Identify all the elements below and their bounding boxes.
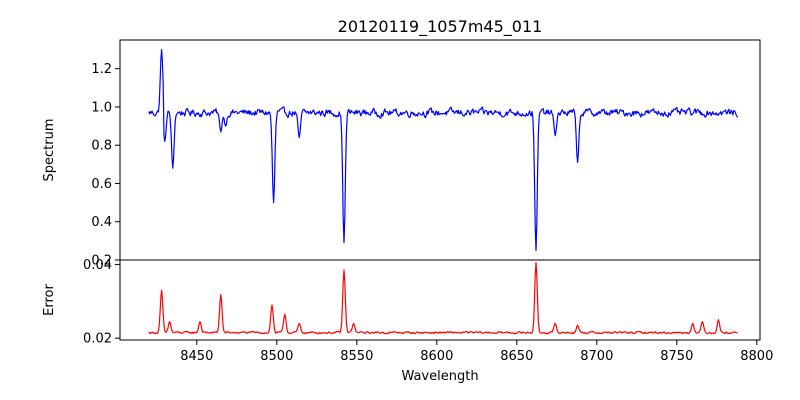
y-tick-label: 0.4 <box>91 215 112 230</box>
y-tick-label: 1.0 <box>91 100 112 115</box>
x-tick-label: 8450 <box>180 349 213 364</box>
x-tick-label: 8650 <box>500 349 533 364</box>
error-panel: 0.02 0.04 8450 8500 8550 8600 8650 8700 8750 880… <box>42 258 773 384</box>
x-tick-label: 8750 <box>660 349 693 364</box>
chart-title: 20120119_1057m45_011 <box>338 17 543 37</box>
y-tick-label: 0.02 <box>83 332 112 347</box>
error-series-line <box>148 261 738 335</box>
error-y-label: Error <box>42 284 57 316</box>
x-tick-label: 8550 <box>340 349 373 364</box>
error-series-group <box>148 261 738 335</box>
error-axes-frame <box>119 259 761 341</box>
spectrum-y-ticks: 0.2 0.4 0.6 0.8 1.0 1.2 <box>91 62 120 269</box>
x-tick-label: 8700 <box>580 349 613 364</box>
x-tick-label: 8800 <box>740 349 773 364</box>
y-tick-label: 0.6 <box>91 177 112 192</box>
x-axis-label: Wavelength <box>401 369 478 384</box>
y-tick-label: 0.2 <box>91 254 112 269</box>
x-tick-label: 8600 <box>420 349 453 364</box>
spectrum-series-line <box>148 48 739 252</box>
spectrum-y-label: Spectrum <box>42 119 57 182</box>
spectrum-series-group <box>148 48 739 252</box>
x-tick-label: 8500 <box>260 349 293 364</box>
y-tick-label: 1.2 <box>91 62 112 77</box>
error-y-ticks: 0.02 0.04 <box>83 258 120 347</box>
y-tick-label: 0.04 <box>83 258 112 273</box>
y-tick-label: 0.8 <box>91 139 112 154</box>
error-x-ticks: 8450 8500 8550 8600 8650 8700 8750 8800 <box>180 340 773 364</box>
